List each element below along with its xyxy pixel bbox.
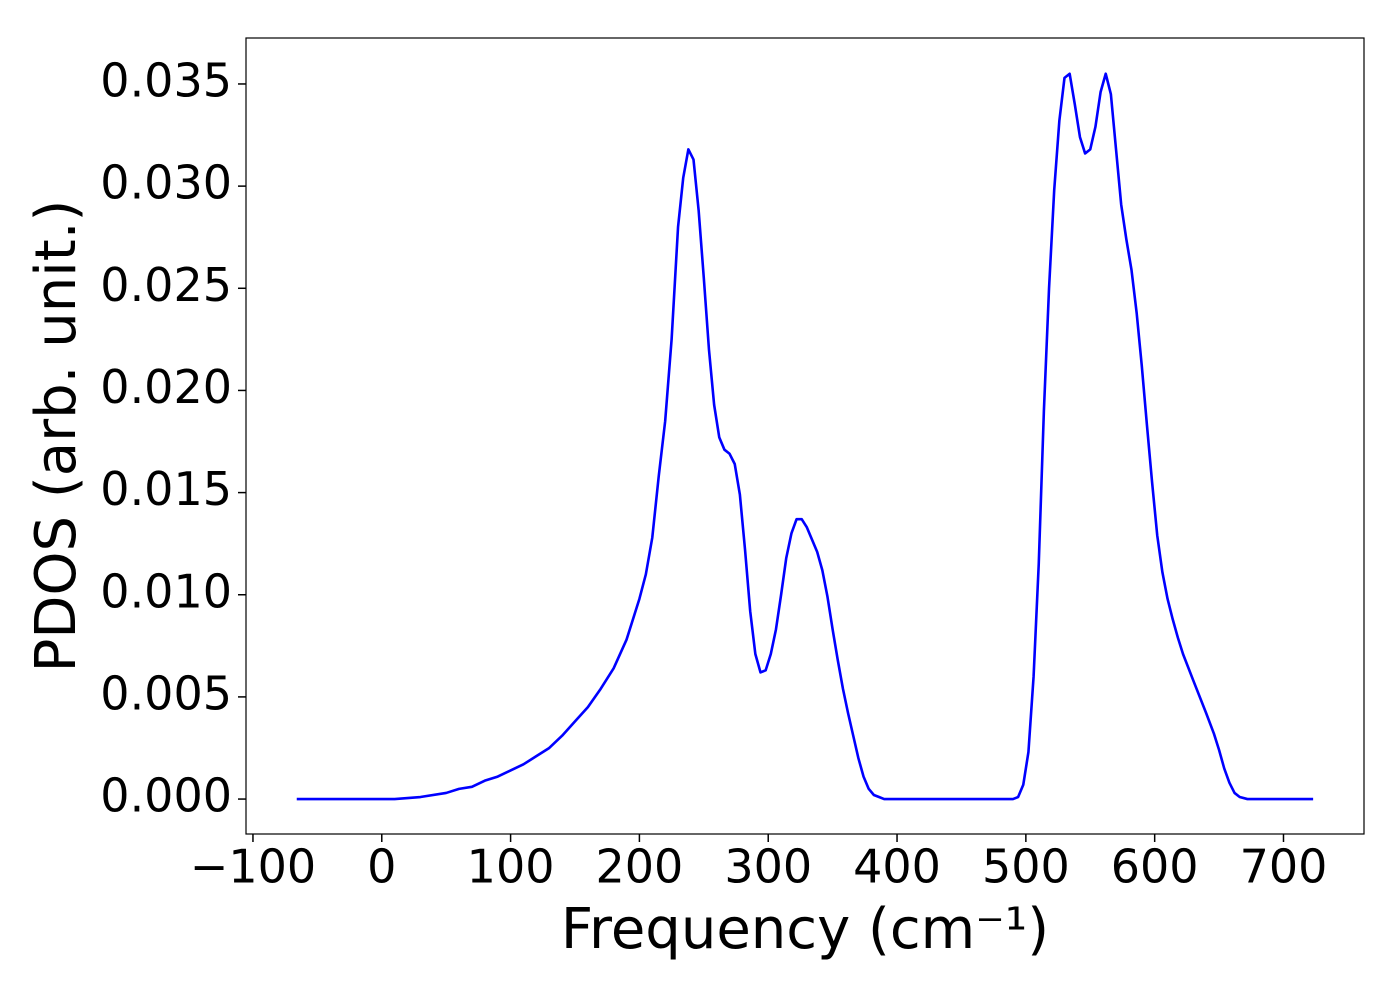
x-tick-label: 300: [724, 840, 812, 894]
y-tick-label: 0.010: [100, 564, 232, 618]
data-line: [296, 72, 1314, 801]
y-tick-label: 0.015: [100, 462, 232, 516]
y-tick-label: 0.020: [100, 360, 232, 414]
x-tick-label: 200: [595, 840, 683, 894]
x-tick-label: 400: [853, 840, 941, 894]
x-tick-label: 0: [367, 840, 396, 894]
y-tick-label: 0.030: [100, 156, 232, 210]
x-tick-label: 500: [982, 840, 1070, 894]
x-tick-label: 600: [1111, 840, 1199, 894]
x-tick-label: −100: [190, 840, 316, 894]
y-tick-label: 0.035: [100, 53, 232, 107]
x-tick-label: 100: [467, 840, 555, 894]
x-tick-label: 700: [1240, 840, 1328, 894]
y-tick-label: 0.005: [100, 666, 232, 720]
x-axis-label: Frequency (cm⁻¹): [561, 897, 1049, 962]
y-axis-label: PDOS (arb. unit.): [24, 200, 89, 673]
plot-frame: [245, 37, 1365, 835]
y-tick-label: 0.025: [100, 258, 232, 312]
y-tick-label: 0.000: [100, 769, 232, 823]
